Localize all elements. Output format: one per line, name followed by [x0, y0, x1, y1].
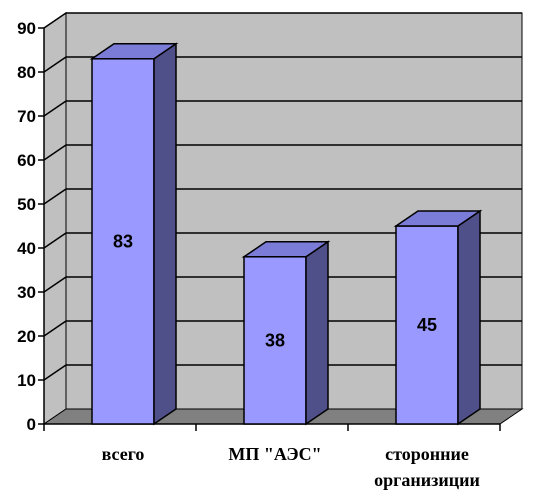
bar [91, 58, 155, 425]
bar-side [305, 240, 329, 426]
y-tick-label: 80 [17, 63, 36, 82]
bar-top [393, 210, 483, 227]
bar-group: 38 [241, 240, 331, 426]
y-tick-label: 50 [17, 195, 36, 214]
y-tick-label: 0 [27, 415, 36, 434]
gridline [43, 320, 522, 337]
bar-top [241, 241, 331, 258]
gridline [43, 144, 522, 161]
bar-group: 45 [393, 209, 483, 426]
data-label: 45 [417, 315, 437, 335]
gridline [43, 56, 522, 73]
y-tick-label: 40 [17, 239, 36, 258]
y-tick-label: 70 [17, 107, 36, 126]
gridline [43, 12, 522, 29]
x-tick-label: организиции [374, 470, 480, 490]
gridline [43, 232, 522, 249]
x-tick-label: сторонние [385, 444, 469, 464]
bar [243, 256, 307, 425]
bar-side [153, 42, 177, 426]
y-tick-label: 20 [17, 327, 36, 346]
y-tick-label: 60 [17, 151, 36, 170]
y-tick-label: 90 [17, 19, 36, 38]
x-tick-label: МП "АЭС" [228, 444, 321, 464]
data-label: 38 [265, 330, 285, 350]
bar-side [457, 209, 481, 426]
data-label: 83 [113, 231, 133, 251]
gridline [43, 364, 522, 381]
gridline [43, 100, 522, 117]
y-tick-label: 10 [17, 371, 36, 390]
gridline [43, 276, 522, 293]
bar-top [89, 43, 179, 60]
x-tick-label: всего [102, 444, 145, 464]
chart-side-wall [43, 12, 67, 425]
gridline [43, 188, 522, 205]
y-tick-label: 30 [17, 283, 36, 302]
bar-group: 83 [89, 42, 179, 426]
